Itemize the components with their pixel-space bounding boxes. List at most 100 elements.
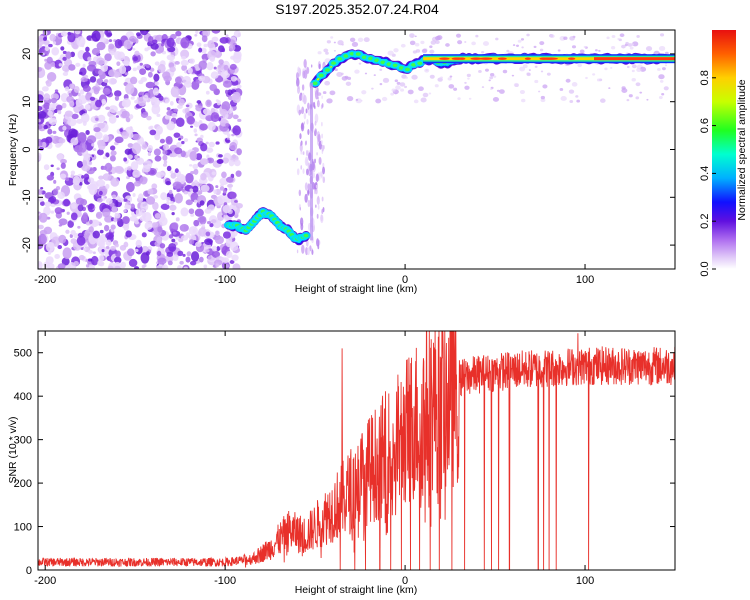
colorbar-tick-label: 0.0	[699, 261, 711, 276]
noise-blob	[222, 189, 227, 194]
noise-blob	[78, 142, 87, 153]
noise-blob	[89, 219, 93, 225]
noise-blob	[206, 154, 210, 159]
ridge-blob	[404, 67, 410, 72]
noise-blob	[198, 60, 208, 70]
noise-blob	[72, 175, 81, 186]
noise-blob	[557, 49, 561, 52]
noise-blob	[54, 89, 59, 93]
noise-blob	[302, 70, 306, 79]
noise-blob	[297, 85, 301, 94]
noise-blob	[180, 37, 190, 49]
noise-blob	[144, 221, 153, 230]
noise-blob	[611, 34, 616, 39]
noise-blob	[321, 95, 323, 100]
noise-blob	[169, 170, 174, 174]
noise-blob	[569, 36, 575, 41]
noise-blob	[316, 196, 320, 205]
noise-blob	[404, 85, 408, 89]
noise-blob	[235, 202, 243, 209]
noise-blob	[317, 51, 322, 55]
noise-blob	[395, 85, 401, 90]
noise-blob	[478, 69, 482, 73]
ridge-blob	[417, 61, 423, 66]
noise-blob	[229, 191, 237, 199]
noise-blob	[418, 86, 424, 92]
noise-blob	[156, 113, 161, 117]
noise-blob	[89, 96, 96, 101]
noise-blob	[186, 102, 193, 109]
noise-blob	[38, 105, 43, 112]
noise-blob	[163, 75, 172, 82]
noise-blob	[117, 197, 124, 203]
noise-blob	[314, 90, 319, 100]
noise-blob	[228, 159, 235, 167]
noise-blob	[131, 142, 142, 155]
noise-blob	[82, 247, 87, 251]
noise-blob	[214, 235, 224, 245]
noise-blob	[200, 134, 204, 139]
noise-blob	[434, 84, 439, 88]
noise-blob	[351, 41, 359, 47]
noise-blob	[159, 243, 166, 249]
noise-blob	[200, 47, 207, 54]
noise-blob	[66, 211, 70, 215]
colorbar-tick-label: 0.4	[699, 166, 711, 181]
noise-blob	[99, 37, 107, 43]
noise-blob	[296, 168, 300, 176]
noise-blob	[325, 51, 329, 55]
noise-blob	[120, 261, 126, 269]
noise-blob	[52, 130, 57, 135]
noise-blob	[549, 34, 555, 39]
noise-blob	[186, 251, 192, 257]
noise-blob	[104, 30, 109, 35]
noise-blob	[157, 226, 163, 233]
noise-blob	[189, 150, 198, 161]
noise-blob	[306, 168, 309, 176]
noise-blob	[304, 182, 308, 191]
ridge-blob	[374, 58, 380, 63]
noise-blob	[208, 141, 215, 148]
noise-blob	[232, 114, 239, 120]
noise-blob	[205, 231, 211, 237]
noise-blob	[585, 76, 588, 80]
noise-blob	[192, 163, 199, 170]
noise-blob	[58, 138, 66, 144]
noise-blob	[321, 144, 325, 152]
noise-blob	[181, 64, 188, 71]
noise-blob	[180, 207, 189, 217]
noise-blob	[196, 100, 202, 104]
noise-blob	[114, 51, 122, 60]
noise-blob	[540, 98, 546, 103]
noise-blob	[218, 154, 223, 158]
snr-ytick-label: 0	[26, 565, 32, 577]
noise-blob	[75, 197, 85, 205]
noise-blob	[38, 141, 43, 147]
noise-blob	[657, 67, 661, 71]
noise-blob	[447, 77, 452, 81]
noise-blob	[169, 204, 177, 211]
noise-blob	[664, 64, 668, 67]
noise-blob	[177, 137, 182, 141]
noise-blob	[125, 117, 131, 123]
noise-blob	[88, 226, 94, 233]
noise-blob	[305, 140, 307, 145]
noise-blob	[371, 87, 374, 90]
noise-blob	[78, 94, 88, 105]
noise-blob	[130, 161, 139, 171]
noise-blob	[99, 229, 104, 234]
noise-blob	[322, 176, 326, 184]
noise-blob	[87, 258, 93, 262]
noise-blob	[619, 33, 625, 38]
noise-blob	[145, 251, 150, 256]
noise-blob	[139, 62, 143, 66]
noise-blob	[65, 177, 70, 182]
noise-blob	[200, 184, 210, 193]
noise-blob	[206, 220, 211, 225]
noise-blob	[133, 218, 140, 225]
noise-blob	[630, 43, 634, 47]
noise-blob	[54, 207, 63, 215]
noise-blob	[171, 211, 175, 216]
ridge-blob	[337, 57, 343, 61]
noise-blob	[167, 260, 173, 266]
